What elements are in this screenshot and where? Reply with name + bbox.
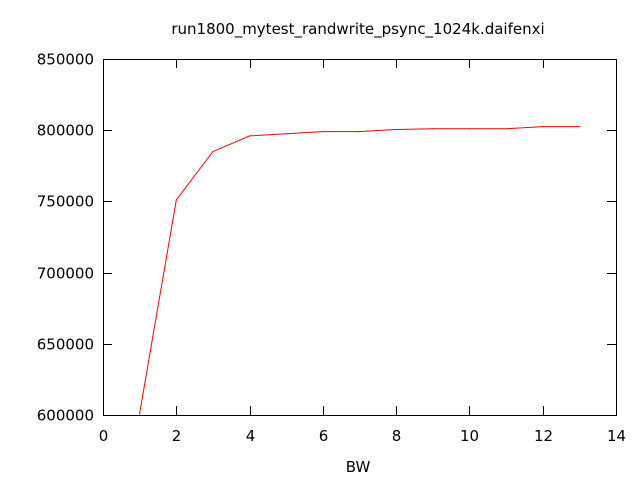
data-point bbox=[249, 135, 251, 137]
data-point bbox=[432, 128, 434, 130]
x-axis: 0 2 4 6 8 10 12 14 bbox=[99, 59, 626, 445]
y-tick-label: 800000 bbox=[37, 122, 94, 140]
y-tick-label: 650000 bbox=[37, 336, 94, 354]
data-point bbox=[468, 128, 470, 130]
x-tick-label: 6 bbox=[319, 427, 329, 445]
x-axis-label: BW bbox=[346, 458, 371, 476]
x-tick-label: 0 bbox=[99, 427, 109, 445]
plot-frame bbox=[103, 59, 617, 416]
x-tick-label: 14 bbox=[607, 427, 626, 445]
x-tick-label: 4 bbox=[246, 427, 256, 445]
data-point bbox=[505, 128, 507, 130]
data-point bbox=[139, 413, 141, 415]
y-axis: 600000 650000 700000 750000 800000 850000 bbox=[37, 51, 616, 425]
data-point bbox=[542, 126, 544, 128]
y-tick-label: 750000 bbox=[37, 193, 94, 211]
chart-title: run1800_mytest_randwrite_psync_1024k.dai… bbox=[171, 20, 544, 39]
y-tick-label: 850000 bbox=[37, 51, 94, 69]
series-line-0 bbox=[139, 126, 580, 414]
data-point bbox=[578, 126, 581, 128]
series-layer bbox=[139, 126, 581, 415]
x-tick-label: 8 bbox=[392, 427, 402, 445]
x-tick-label: 2 bbox=[172, 427, 182, 445]
x-tick-label: 12 bbox=[534, 427, 553, 445]
data-point bbox=[358, 131, 361, 133]
x-tick-label: 10 bbox=[460, 427, 479, 445]
data-point bbox=[395, 128, 397, 131]
data-point bbox=[212, 151, 214, 153]
y-tick-label: 700000 bbox=[37, 265, 94, 283]
data-point bbox=[322, 131, 324, 133]
y-tick-label: 600000 bbox=[37, 407, 94, 425]
data-point bbox=[175, 199, 177, 201]
data-point bbox=[285, 133, 287, 135]
